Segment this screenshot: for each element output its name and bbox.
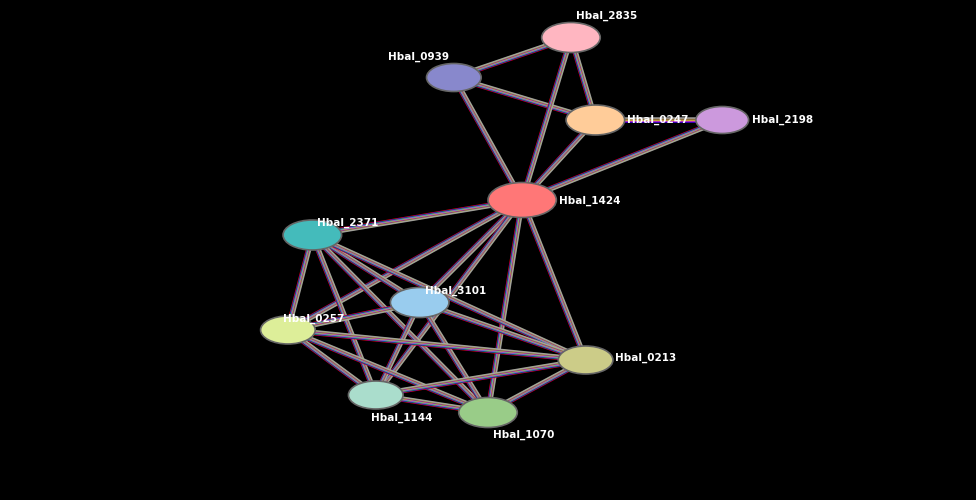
Circle shape — [427, 64, 481, 92]
Text: Hbal_2198: Hbal_2198 — [752, 115, 813, 125]
Text: Hbal_1070: Hbal_1070 — [493, 430, 554, 440]
Text: Hbal_0213: Hbal_0213 — [615, 352, 676, 362]
Circle shape — [542, 22, 600, 52]
Text: Hbal_1144: Hbal_1144 — [371, 412, 432, 423]
Circle shape — [348, 381, 403, 409]
Circle shape — [558, 346, 613, 374]
Text: Hbal_1424: Hbal_1424 — [559, 196, 621, 206]
Circle shape — [488, 182, 556, 218]
Text: Hbal_2835: Hbal_2835 — [576, 11, 637, 22]
Text: Hbal_2371: Hbal_2371 — [317, 218, 379, 228]
Circle shape — [283, 220, 342, 250]
Text: Hbal_0257: Hbal_0257 — [283, 314, 345, 324]
Circle shape — [459, 398, 517, 428]
Circle shape — [696, 106, 749, 134]
Circle shape — [390, 288, 449, 318]
Text: Hbal_0939: Hbal_0939 — [388, 51, 449, 62]
Circle shape — [566, 105, 625, 135]
Circle shape — [261, 316, 315, 344]
Text: Hbal_3101: Hbal_3101 — [425, 286, 486, 296]
Text: Hbal_0247: Hbal_0247 — [627, 115, 688, 125]
